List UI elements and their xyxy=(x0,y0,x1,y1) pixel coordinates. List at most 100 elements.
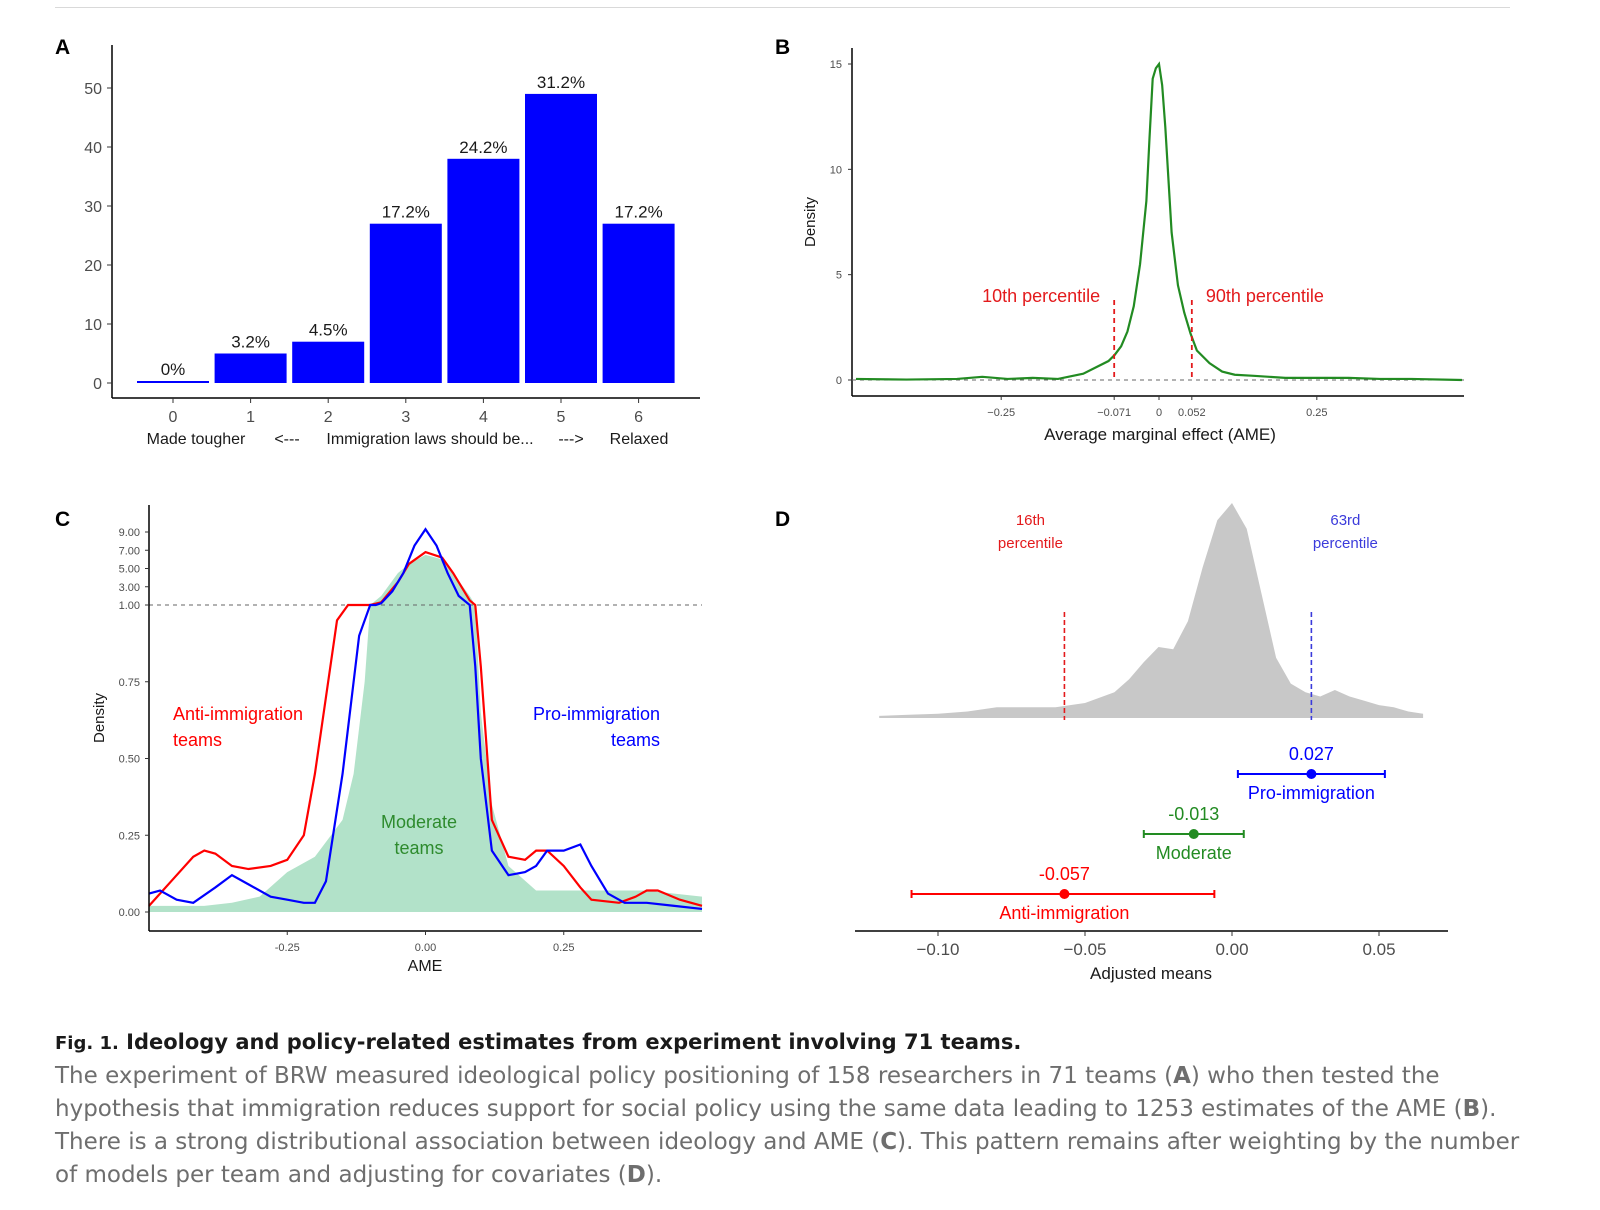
estimate-label: -0.013 xyxy=(1168,804,1219,824)
bar xyxy=(602,223,675,383)
top-divider xyxy=(55,7,1510,8)
x-tick-label: 0.00 xyxy=(1215,940,1248,959)
point-estimate xyxy=(1059,889,1070,899)
figure-caption: Fig. 1. Ideology and policy-related esti… xyxy=(55,1030,1525,1192)
caption-title: Ideology and policy-related estimates fr… xyxy=(126,1030,1022,1054)
caption-body: The experiment of BRW measured ideologic… xyxy=(55,1060,1525,1192)
x-tick-label: -0.25 xyxy=(275,942,300,954)
x-axis-title-part: ---> xyxy=(558,431,583,448)
panel-b: B 0 5 10 15 Density −0.25 −0.071 0 0.052 0.25 Avera… xyxy=(775,36,1464,444)
y-tick-label: 1.00 xyxy=(119,600,140,612)
y-tick-label: 0.00 xyxy=(119,907,140,919)
x-axis-title: Average marginal effect (AME) xyxy=(1044,425,1276,444)
y-axis-title: Density xyxy=(91,692,108,743)
bar-data-label: 17.2% xyxy=(614,203,662,222)
x-axis-title-part: Relaxed xyxy=(610,431,669,448)
panel-letter: D xyxy=(775,508,790,531)
x-tick-label: 5 xyxy=(557,409,566,426)
percentile-label: percentile xyxy=(998,535,1063,552)
density-curve xyxy=(148,527,703,911)
bar-data-label: 17.2% xyxy=(382,203,430,222)
y-tick-label: 5 xyxy=(836,270,842,282)
y-tick-label: 40 xyxy=(84,140,102,157)
caption-panel-ref: D xyxy=(626,1162,646,1188)
bar xyxy=(214,353,287,383)
panel-letter: B xyxy=(775,36,790,59)
x-axis-title-part: Immigration laws should be... xyxy=(326,431,533,448)
caption-text: ). There is a strong distributional asso… xyxy=(55,1096,1497,1155)
caption-panel-ref: C xyxy=(880,1129,898,1155)
bar xyxy=(137,381,209,383)
panel-letter: C xyxy=(55,508,70,531)
y-tick-label: 0.75 xyxy=(119,677,140,689)
caption-text: The experiment of BRW measured ideologic… xyxy=(55,1063,1174,1089)
percentile-label: percentile xyxy=(1313,535,1378,552)
series-annotation: teams xyxy=(173,730,222,750)
caption-panel-ref: A xyxy=(1173,1063,1191,1089)
y-tick-label: 0.25 xyxy=(119,830,140,842)
series-annotation: teams xyxy=(611,730,660,750)
x-axis-title: AME xyxy=(408,958,443,975)
x-tick-label: 0.25 xyxy=(553,942,574,954)
x-axis-title: Adjusted means xyxy=(1090,964,1212,983)
panel-c: C 0.00 0.25 0.50 0.75 1.00 3.00 5.00 7.00 9.00 Den… xyxy=(55,505,703,975)
caption-panel-ref: B xyxy=(1462,1096,1481,1122)
bar-data-label: 3.2% xyxy=(231,333,270,352)
group-label: Moderate xyxy=(1156,843,1232,863)
y-tick-label: 50 xyxy=(84,81,102,98)
x-tick-label: 3 xyxy=(401,409,410,426)
x-tick-label: −0.071 xyxy=(1097,407,1131,419)
percentile-label: 16th xyxy=(1016,512,1045,529)
x-tick-label: −0.25 xyxy=(987,407,1015,419)
estimate-label: -0.057 xyxy=(1039,864,1090,884)
caption-title-line: Fig. 1. Ideology and policy-related esti… xyxy=(55,1030,1525,1054)
x-tick-label: 0.25 xyxy=(1306,407,1327,419)
y-axis-title: Density xyxy=(802,196,819,247)
percentile-label: 10th percentile xyxy=(982,286,1100,306)
x-axis-title-part: <--- xyxy=(274,431,299,448)
point-estimate xyxy=(1188,829,1199,839)
bar-data-label: 0% xyxy=(161,360,186,379)
bar xyxy=(369,223,442,383)
group-label: Pro-immigration xyxy=(1248,783,1375,803)
x-tick-label: −0.10 xyxy=(916,940,959,959)
x-tick-label: 0.052 xyxy=(1178,407,1206,419)
x-tick-label: 1 xyxy=(246,409,255,426)
panel-a: A 0 10 20 30 40 50 0% 0 3.2% 1 4.5% 2 17.2% 3 24.2% 4 31.… xyxy=(55,36,700,448)
caption-text: ). xyxy=(645,1162,663,1188)
y-tick-label: 7.00 xyxy=(119,545,140,557)
bar-data-label: 4.5% xyxy=(309,321,348,340)
y-tick-label: 5.00 xyxy=(119,564,140,576)
figure-canvas: A010203040500%03.2%14.5%217.2%324.2%431.… xyxy=(55,36,1464,983)
x-tick-label: 2 xyxy=(324,409,333,426)
bar xyxy=(525,93,597,384)
x-tick-label: 0.00 xyxy=(415,942,436,954)
moderate-density-area xyxy=(149,554,702,912)
y-tick-label: 20 xyxy=(84,258,102,275)
caption-text: ). This pattern remains after weighting … xyxy=(55,1129,1520,1188)
point-estimate xyxy=(1306,769,1317,779)
bar xyxy=(447,158,520,383)
x-tick-label: −0.05 xyxy=(1063,940,1106,959)
density-area xyxy=(879,503,1424,718)
series-annotation: teams xyxy=(394,838,443,858)
x-tick-label: 0.05 xyxy=(1362,940,1395,959)
series-annotation: Moderate xyxy=(381,812,457,832)
x-tick-label: 6 xyxy=(634,409,643,426)
caption-text: ) who then tested the hypothesis that im… xyxy=(55,1063,1463,1122)
x-tick-label: 0 xyxy=(169,409,178,426)
y-tick-label: 15 xyxy=(830,59,842,71)
percentile-label: 63rd xyxy=(1330,512,1360,529)
estimate-label: 0.027 xyxy=(1289,744,1334,764)
panel-letter: A xyxy=(55,36,70,59)
series-annotation: Pro-immigration xyxy=(533,704,660,724)
panel-d: D 16th percentile 63rd percentile 0.027 Pro-im… xyxy=(775,503,1448,983)
y-tick-label: 0 xyxy=(836,375,842,387)
bar-data-label: 31.2% xyxy=(537,73,585,92)
y-tick-label: 30 xyxy=(84,199,102,216)
caption-fig-label: Fig. 1. xyxy=(55,1033,119,1054)
series-annotation: Anti-immigration xyxy=(173,704,303,724)
y-tick-label: 10 xyxy=(84,317,102,334)
x-tick-label: 0 xyxy=(1156,407,1162,419)
y-tick-label: 10 xyxy=(830,164,842,176)
